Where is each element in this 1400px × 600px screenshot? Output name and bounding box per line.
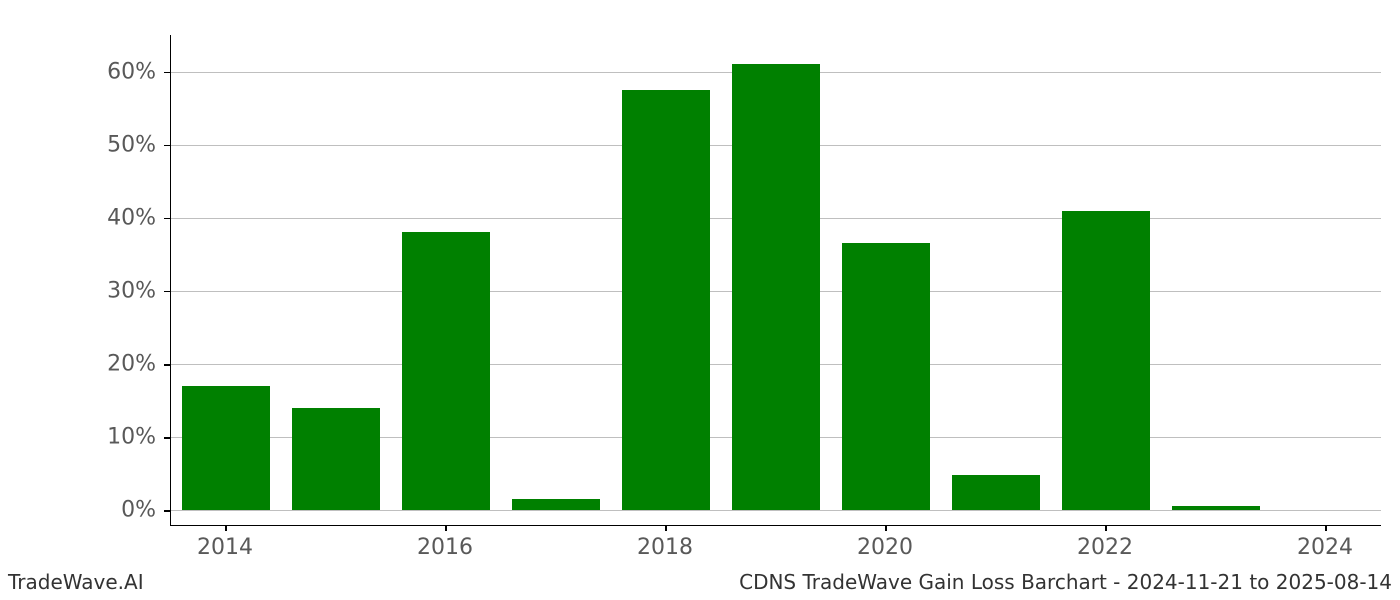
bar (402, 232, 490, 510)
bar (1172, 506, 1260, 510)
footer-right-text: CDNS TradeWave Gain Loss Barchart - 2024… (739, 570, 1392, 594)
y-tick-mark (164, 145, 170, 147)
footer-left-text: TradeWave.AI (8, 570, 144, 594)
x-tick-mark (1105, 525, 1107, 531)
y-tick-mark (164, 291, 170, 293)
x-tick-mark (1325, 525, 1327, 531)
bar (292, 408, 380, 510)
y-tick-mark (164, 437, 170, 439)
y-tick-mark (164, 510, 170, 512)
x-tick-label: 2020 (857, 535, 913, 560)
y-tick-label: 40% (107, 205, 156, 230)
x-tick-mark (665, 525, 667, 531)
y-tick-mark (164, 364, 170, 366)
x-tick-label: 2018 (637, 535, 693, 560)
figure: TradeWave.AI CDNS TradeWave Gain Loss Ba… (0, 0, 1400, 600)
y-tick-label: 0% (121, 498, 156, 523)
bar (622, 90, 710, 511)
bar (732, 64, 820, 510)
plot-area (170, 35, 1381, 526)
x-tick-label: 2014 (197, 535, 253, 560)
y-tick-label: 10% (107, 425, 156, 450)
x-tick-mark (885, 525, 887, 531)
bar (842, 243, 930, 510)
bar (952, 475, 1040, 510)
x-tick-label: 2024 (1297, 535, 1353, 560)
y-tick-label: 20% (107, 352, 156, 377)
y-tick-label: 50% (107, 132, 156, 157)
x-tick-mark (225, 525, 227, 531)
bar (1062, 211, 1150, 511)
bar (512, 499, 600, 511)
bar (182, 386, 270, 510)
x-tick-label: 2016 (417, 535, 473, 560)
y-tick-label: 30% (107, 278, 156, 303)
x-tick-mark (445, 525, 447, 531)
y-tick-label: 60% (107, 59, 156, 84)
x-tick-label: 2022 (1077, 535, 1133, 560)
y-tick-mark (164, 218, 170, 220)
y-tick-mark (164, 72, 170, 74)
y-gridline (171, 510, 1381, 511)
